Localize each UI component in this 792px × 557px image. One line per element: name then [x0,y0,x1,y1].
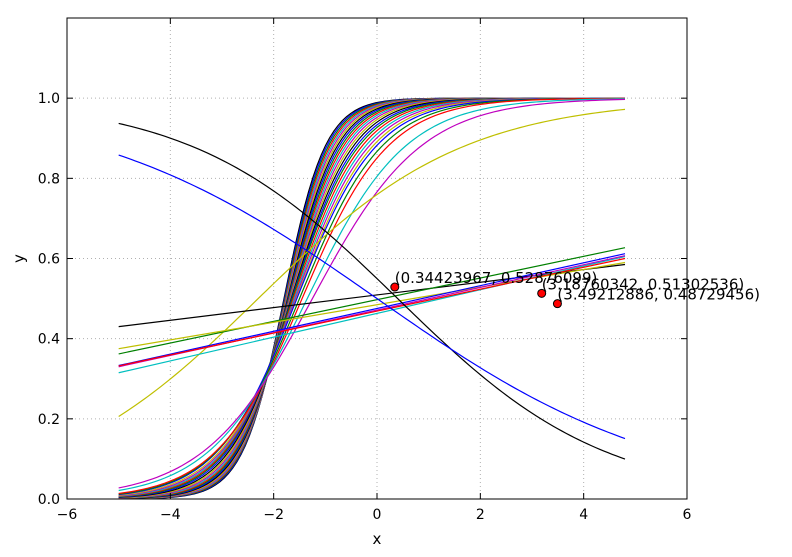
series-line-36 [118,154,626,440]
series-line-27 [118,108,626,417]
x-tick-label: −6 [57,507,78,523]
highlight-point-2 [537,288,547,298]
y-tick-label: 1.0 [38,91,60,107]
point-annotations: (0.34423967, 0.52876099)(3.18760342, 0.5… [395,269,760,304]
x-tick-label: −2 [263,507,284,523]
y-tick-label: 0.6 [38,252,60,268]
points-layer [390,282,562,309]
x-tick-label: 6 [683,507,692,523]
series-line-24 [118,97,626,495]
ticks [66,18,688,500]
x-tick-label: 0 [373,507,382,523]
series-line-35 [118,122,626,460]
y-tick-label: 0.8 [38,171,60,187]
y-axis-label: y [10,254,28,263]
y-tick-label: 0.0 [38,492,60,508]
point-annotation-2: (3.18760342, 0.51302536) [542,275,745,293]
y-tick-label: 0.2 [38,412,60,428]
tick-labels: −6 −4 −2 0 2 4 6 0.0 0.2 0.4 0.6 0.8 1.0 [38,91,692,523]
highlight-point-3 [552,299,562,309]
series-line-25 [118,98,626,492]
series-line-29 [118,247,626,355]
x-tick-label: 2 [476,507,485,523]
series-line-34 [118,257,626,367]
series-layer [118,97,626,500]
x-tick-label: −4 [160,507,181,523]
y-tick-label: 0.4 [38,332,60,348]
highlight-point-1 [390,282,400,292]
x-axis-label: x [373,530,382,548]
series-line-32 [118,253,626,367]
point-annotation-3: (3.49212886, 0.48729456) [557,286,760,304]
x-tick-label: 4 [579,507,588,523]
point-annotation-1: (0.34423967, 0.52876099) [395,269,598,287]
